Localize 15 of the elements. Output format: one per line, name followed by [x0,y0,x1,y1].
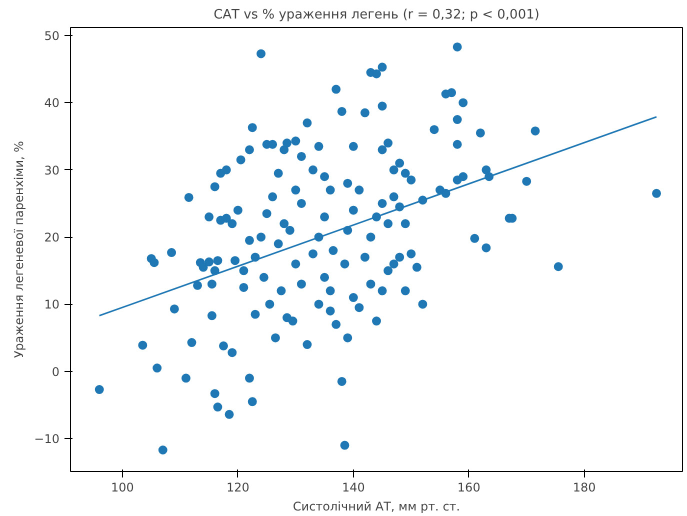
y-tick-label: 10 [44,298,60,312]
x-tick-label: 120 [226,480,250,494]
x-tick-label: 140 [342,480,365,494]
x-tick-label: 100 [111,480,134,494]
y-tick-label: 30 [44,163,60,178]
y-tick-label: 50 [44,29,60,44]
chart-title: САТ vs % ураження легень (r = 0,32; p < 0,001) [214,8,540,22]
x-tick-label: 160 [457,480,480,494]
y-axis-title: Ураження легеневої паренхіми, % [12,140,26,358]
x-tick-label: 180 [572,480,596,494]
y-tick-label: −10 [34,432,60,446]
y-tick-label: 0 [52,364,60,379]
y-tick-label: 20 [44,230,60,245]
x-axis-title: Систолічний АТ, мм рт. ст. [292,500,460,514]
y-tick-label: 40 [44,96,60,110]
